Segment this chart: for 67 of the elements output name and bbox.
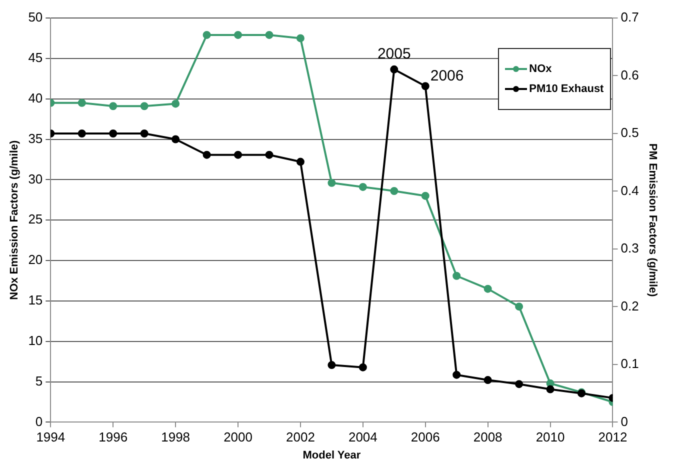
- y2-tick-label: 0.4: [620, 182, 639, 198]
- point: [234, 30, 242, 39]
- point: [234, 150, 242, 159]
- point: [265, 30, 274, 39]
- y2-axis-title: PM Emission Factors (g/mile): [646, 143, 658, 298]
- y2-tick-label: 0.3: [620, 240, 639, 256]
- point: [172, 135, 180, 144]
- point: [265, 150, 274, 159]
- x-tick-label: 2006: [410, 430, 440, 445]
- y-tick-label: 25: [28, 212, 43, 227]
- x-axis-title: Model Year: [302, 449, 362, 462]
- point: [390, 187, 398, 195]
- y2-tick-label: 0: [620, 414, 628, 429]
- y-tick-label: 50: [28, 10, 43, 25]
- point: [421, 192, 430, 200]
- legend-label: NOx: [529, 63, 552, 75]
- point: [358, 363, 367, 372]
- point: [484, 376, 492, 384]
- point: [515, 380, 524, 388]
- y-axis-title: NOx Emission Factors (g/mile): [8, 140, 21, 300]
- y-tick-label: 20: [28, 252, 43, 268]
- point: [452, 272, 461, 280]
- point: [78, 129, 86, 138]
- point: [390, 65, 398, 74]
- y-tick-label: 30: [28, 171, 43, 186]
- point: [328, 361, 336, 370]
- point: [78, 98, 86, 107]
- y-tick-label: 35: [28, 130, 43, 146]
- x-tick-label: 2008: [473, 430, 502, 445]
- annotation: 2005: [377, 45, 411, 62]
- y2-tick-label: 0.1: [620, 356, 639, 372]
- x-tick-label: 1994: [36, 430, 66, 445]
- point: [358, 182, 367, 191]
- point: [109, 129, 118, 138]
- point: [140, 102, 148, 110]
- point: [515, 302, 524, 311]
- y-tick-label: 10: [28, 332, 43, 348]
- point: [202, 150, 211, 159]
- point: [140, 129, 148, 138]
- point: [296, 34, 304, 42]
- y2-tick-label: 0.7: [620, 10, 639, 25]
- point: [484, 284, 492, 293]
- y2-tick-label: 0.2: [620, 298, 639, 314]
- point: [452, 370, 461, 379]
- x-tick-label: 1998: [161, 430, 190, 445]
- point: [202, 30, 211, 39]
- x-tick-label: 2004: [348, 430, 378, 445]
- point: [109, 102, 118, 110]
- annotation: 2006: [430, 68, 464, 85]
- point: [328, 178, 336, 187]
- x-tick-label: 1996: [98, 430, 128, 445]
- point: [296, 158, 304, 166]
- y-tick-label: 15: [28, 292, 43, 308]
- y-tick-label: 0: [35, 414, 43, 429]
- point: [172, 100, 180, 108]
- y2-tick-label: 0.5: [620, 125, 639, 140]
- x-tick-label: 2000: [224, 430, 252, 445]
- x-tick-label: 2012: [598, 430, 628, 445]
- y-tick-label: 45: [28, 50, 43, 65]
- x-tick-label: 2010: [536, 430, 565, 445]
- point: [546, 385, 554, 394]
- y-tick-label: 5: [35, 373, 43, 388]
- y2-tick-label: 0.6: [620, 67, 639, 82]
- point: [421, 82, 430, 90]
- y-tick-label: 40: [28, 90, 43, 106]
- x-tick-label: 2002: [286, 430, 315, 445]
- legend-label: PM10 Exhaust: [529, 83, 604, 95]
